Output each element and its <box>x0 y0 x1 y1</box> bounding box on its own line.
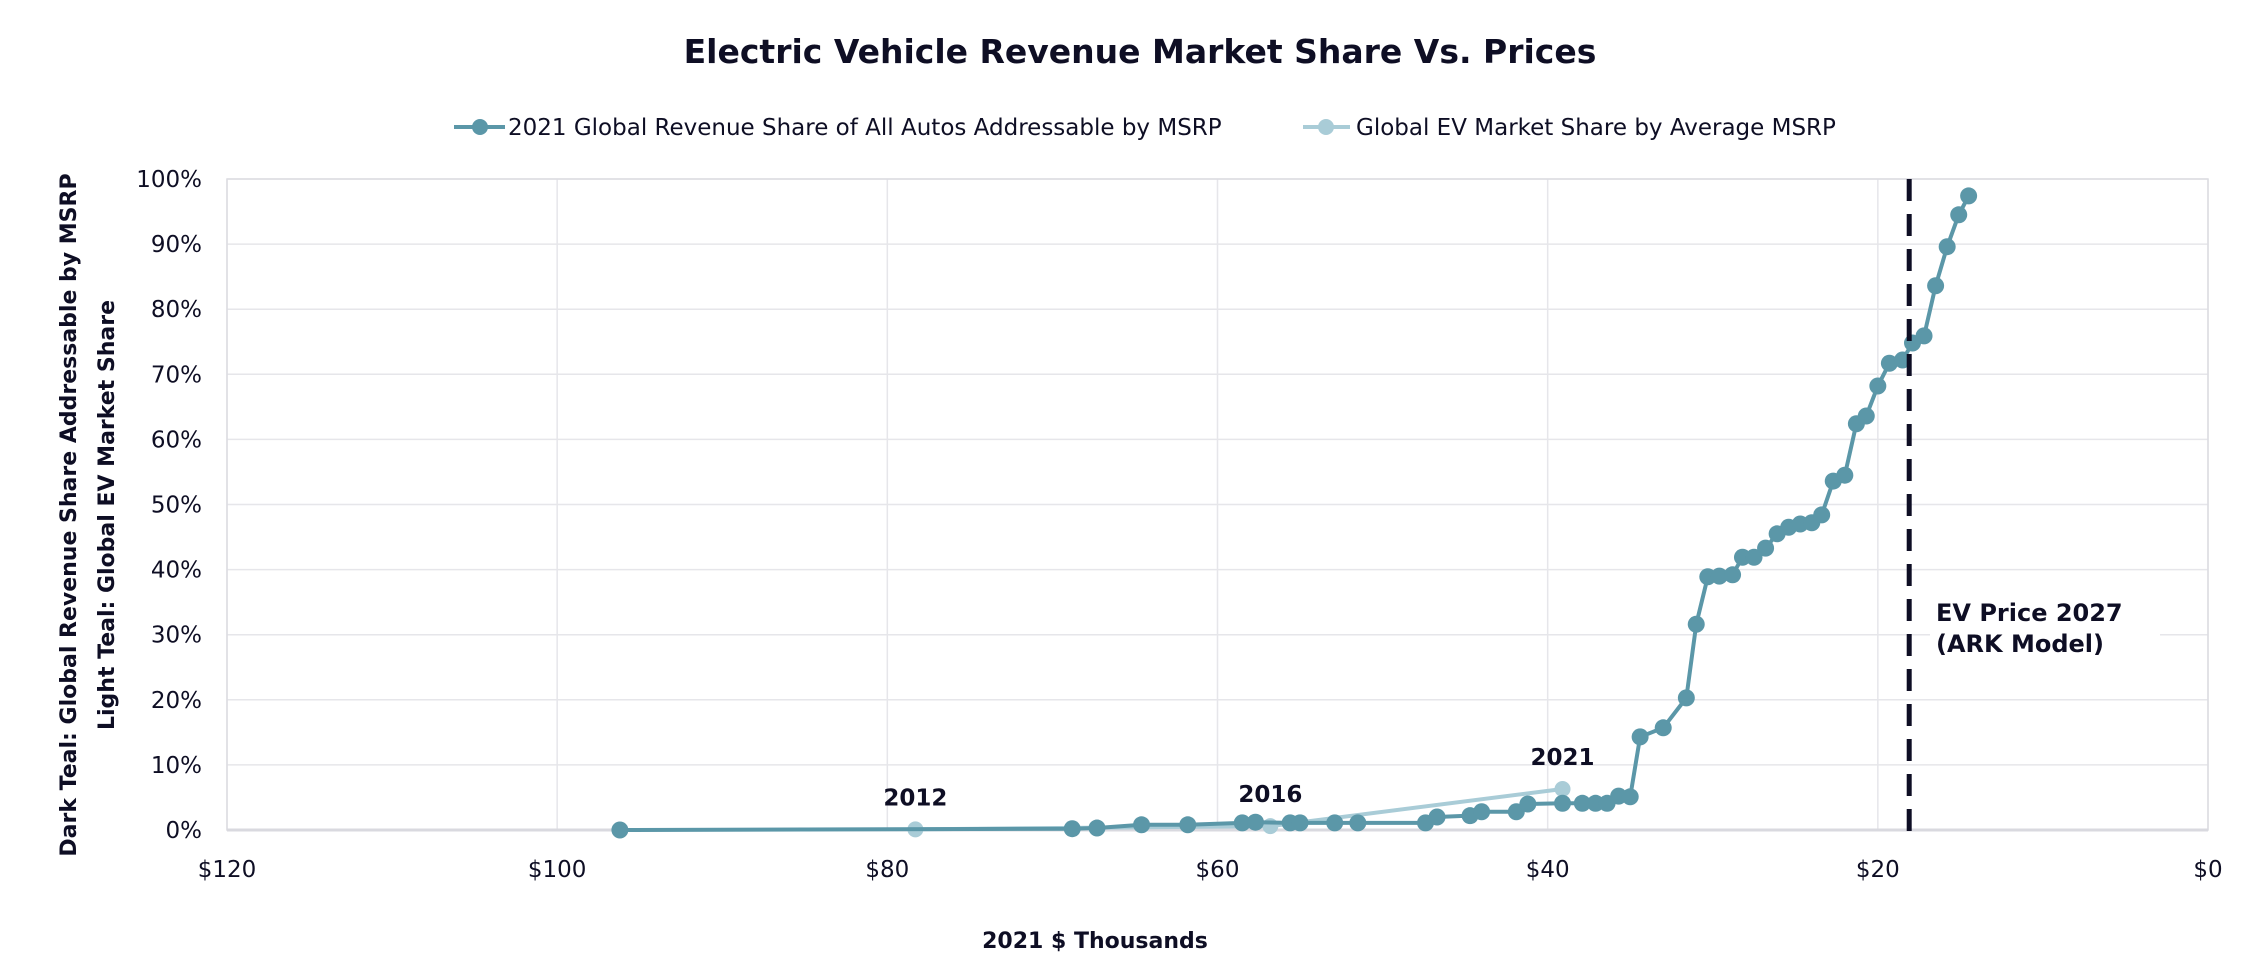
dark-teal-point[interactable] <box>1133 816 1151 834</box>
dark-teal-point[interactable] <box>1621 788 1639 806</box>
x-axis-title: 2021 $ Thousands <box>982 929 1208 954</box>
chart-title: Electric Vehicle Revenue Market Share Vs… <box>684 32 1597 71</box>
y-tick-label: 90% <box>151 232 202 258</box>
dark-teal-point[interactable] <box>1088 819 1106 837</box>
dark-teal-point[interactable] <box>611 821 629 839</box>
y-tick-label: 0% <box>166 818 203 844</box>
x-tick-label: $20 <box>1856 857 1900 883</box>
dark-teal-point[interactable] <box>1724 566 1742 584</box>
dark-teal-point[interactable] <box>1519 795 1537 813</box>
dark-teal-point[interactable] <box>1710 567 1728 585</box>
dark-teal-point[interactable] <box>1349 814 1367 832</box>
dark-teal-point[interactable] <box>1927 277 1945 295</box>
dark-teal-point[interactable] <box>1813 506 1831 524</box>
dark-teal-point[interactable] <box>1063 820 1081 838</box>
legend-label-dark-teal: 2021 Global Revenue Share of All Autos A… <box>508 115 1222 141</box>
y-tick-label: 50% <box>151 493 202 519</box>
dark-teal-point[interactable] <box>1938 238 1956 256</box>
year-label-2021: 2021 <box>1531 745 1595 771</box>
legend: 2021 Global Revenue Share of All Autos A… <box>454 115 1836 141</box>
dark-teal-point[interactable] <box>1836 466 1854 484</box>
y-axis-title-line-1: Dark Teal: Global Revenue Share Addressa… <box>57 173 82 856</box>
year-label-2012: 2012 <box>883 785 947 811</box>
dark-teal-point[interactable] <box>1745 548 1763 566</box>
year-labels: 2012 2016 2021 <box>883 745 1594 811</box>
dark-teal-point[interactable] <box>1857 407 1875 425</box>
y-tick-label: 100% <box>136 167 202 193</box>
y-tick-label: 70% <box>151 362 202 388</box>
dark-teal-point[interactable] <box>1428 808 1446 826</box>
annotation-ev-price-2027: EV Price 2027 (ARK Model) <box>1906 179 2160 842</box>
y-tick-label: 10% <box>151 753 202 779</box>
legend-label-light-teal: Global EV Market Share by Average MSRP <box>1356 115 1836 141</box>
dark-teal-line <box>619 194 1971 832</box>
dark-teal-point[interactable] <box>1915 327 1933 345</box>
y-axis-title: Dark Teal: Global Revenue Share Addressa… <box>57 173 120 856</box>
x-tick-label: $60 <box>1196 857 1240 883</box>
dark-teal-point[interactable] <box>1179 816 1197 834</box>
dark-teal-point[interactable] <box>1869 377 1887 395</box>
dark-teal-point[interactable] <box>1246 813 1264 831</box>
dark-teal-point[interactable] <box>1757 539 1775 557</box>
dark-teal-point[interactable] <box>1326 814 1344 832</box>
dark-teal-point[interactable] <box>1291 814 1309 832</box>
dark-teal-point[interactable] <box>1654 719 1672 737</box>
y-tick-label: 20% <box>151 688 202 714</box>
dark-teal-point[interactable] <box>1677 689 1695 707</box>
annotation-background <box>1930 590 2160 670</box>
legend-marker-dark-teal <box>472 119 488 135</box>
dark-teal-point[interactable] <box>1233 814 1251 832</box>
dark-teal-point[interactable] <box>1950 206 1968 224</box>
y-tick-label: 30% <box>151 623 202 649</box>
dark-teal-point[interactable] <box>1554 794 1572 812</box>
x-tick-label: $40 <box>1526 857 1570 883</box>
annotation-label-line-1: EV Price 2027 <box>1936 599 2123 627</box>
annotation-label-line-2: (ARK Model) <box>1936 630 2104 658</box>
y-tick-label: 60% <box>151 427 202 453</box>
legend-item-light-teal[interactable]: Global EV Market Share by Average MSRP <box>1303 115 1836 141</box>
dark-teal-point[interactable] <box>1880 354 1898 372</box>
light-teal-point[interactable] <box>1554 780 1571 797</box>
y-tick-label: 80% <box>151 297 202 323</box>
x-tick-label: $80 <box>865 857 909 883</box>
dark-teal-point[interactable] <box>1573 794 1591 812</box>
x-tick-label: $0 <box>2193 857 2222 883</box>
dark-teal-point[interactable] <box>1631 728 1649 746</box>
y-tick-label: 40% <box>151 558 202 584</box>
y-axis-title-line-2: Light Teal: Global EV Market Share <box>95 300 120 730</box>
dark-teal-point[interactable] <box>1687 615 1705 633</box>
grid <box>226 178 2209 832</box>
x-axis-ticks: $120 $100 $80 $60 $40 $20 $0 <box>198 857 2223 883</box>
y-axis-ticks: 0% 10% 20% 30% 40% 50% 60% 70% 80% 90% 100% <box>136 167 202 844</box>
series-dark-teal <box>611 187 1978 839</box>
dark-teal-point[interactable] <box>1960 187 1978 205</box>
legend-item-dark-teal[interactable]: 2021 Global Revenue Share of All Autos A… <box>454 115 1222 141</box>
dark-teal-point[interactable] <box>1473 803 1491 821</box>
x-tick-label: $120 <box>198 857 257 883</box>
x-tick-label: $100 <box>528 857 587 883</box>
year-label-2016: 2016 <box>1238 782 1302 808</box>
legend-marker-light-teal <box>1318 119 1334 135</box>
